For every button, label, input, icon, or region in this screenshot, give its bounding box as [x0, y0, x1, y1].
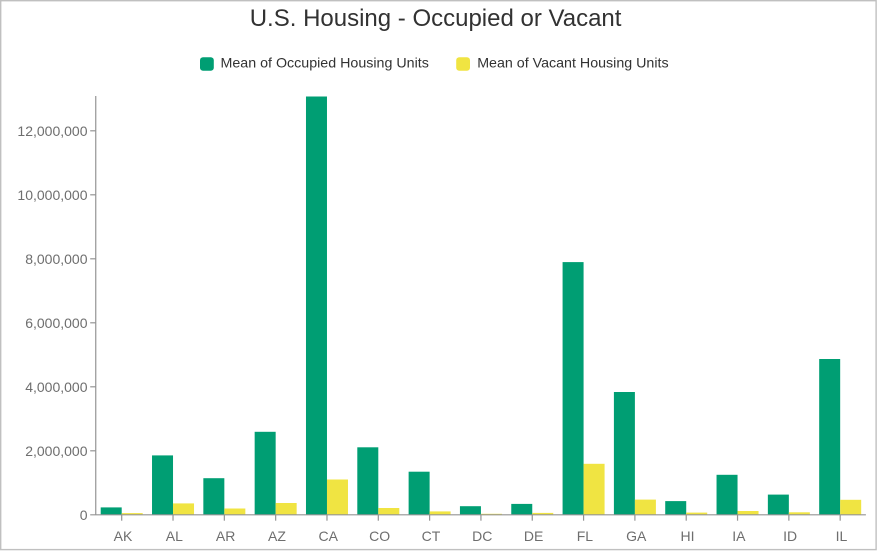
- svg-text:DC: DC: [472, 528, 492, 544]
- svg-text:8,000,000: 8,000,000: [25, 251, 87, 267]
- svg-text:4,000,000: 4,000,000: [25, 379, 87, 395]
- svg-text:FL: FL: [577, 528, 594, 544]
- svg-text:2,000,000: 2,000,000: [25, 443, 87, 459]
- svg-text:HI: HI: [681, 528, 695, 544]
- svg-text:6,000,000: 6,000,000: [25, 315, 87, 331]
- svg-text:CA: CA: [319, 528, 339, 544]
- svg-text:AR: AR: [216, 528, 235, 544]
- svg-text:CO: CO: [369, 528, 390, 544]
- svg-text:AZ: AZ: [268, 528, 286, 544]
- svg-text:0: 0: [80, 507, 88, 523]
- svg-text:U.S. Housing - Occupied or Vac: U.S. Housing - Occupied or Vacant: [250, 5, 622, 32]
- svg-text:12,000,000: 12,000,000: [17, 123, 87, 139]
- svg-text:IA: IA: [732, 528, 746, 544]
- svg-text:AL: AL: [166, 528, 183, 544]
- svg-text:CT: CT: [422, 528, 441, 544]
- svg-text:GA: GA: [626, 528, 647, 544]
- svg-text:AK: AK: [114, 528, 133, 544]
- svg-text:ID: ID: [783, 528, 797, 544]
- svg-text:Mean of Vacant Housing Units: Mean of Vacant Housing Units: [477, 56, 668, 72]
- svg-text:IL: IL: [836, 528, 848, 544]
- svg-text:DE: DE: [524, 528, 543, 544]
- svg-text:Mean of Occupied Housing Units: Mean of Occupied Housing Units: [221, 56, 429, 72]
- svg-text:10,000,000: 10,000,000: [17, 187, 87, 203]
